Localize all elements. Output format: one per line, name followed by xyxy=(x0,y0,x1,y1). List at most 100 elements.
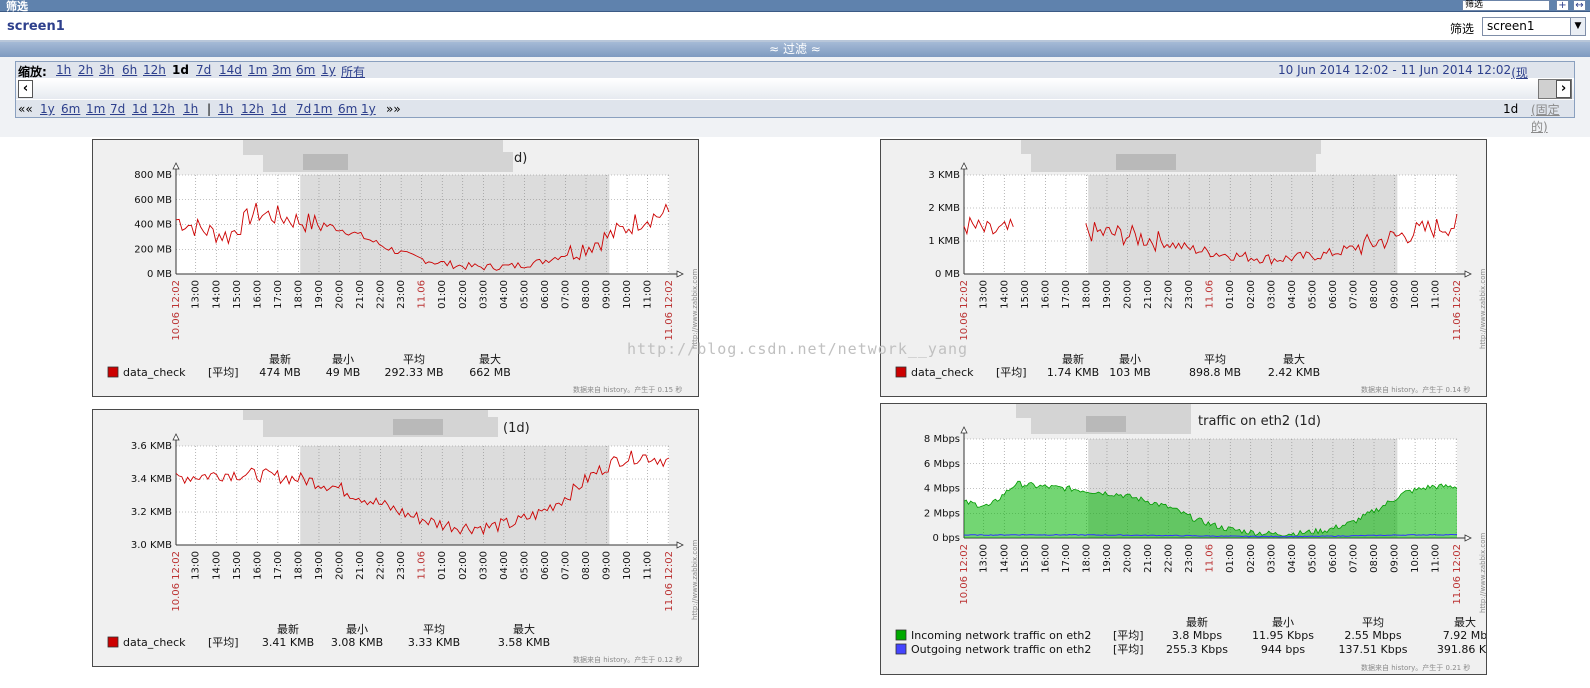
nav-link-15[interactable]: 1y xyxy=(361,102,376,116)
nav-link-7[interactable]: 1h xyxy=(183,102,199,116)
y-axis-arrow xyxy=(960,162,968,170)
zoom-link-1[interactable]: 2h xyxy=(78,63,94,77)
x-tick-label: 07:00 xyxy=(1348,544,1359,573)
y-tick-label: 1 KMB xyxy=(928,236,960,247)
screen-select[interactable]: screen1 ▼ xyxy=(1482,17,1586,36)
legend-header-last: 最新 xyxy=(269,352,291,366)
redacted-title-block xyxy=(393,419,443,435)
x-tick-label: 06:00 xyxy=(1328,280,1339,309)
zabbix-side-text: http://www.zabbix.com xyxy=(691,540,699,620)
x-tick-label: 19:00 xyxy=(1102,544,1113,573)
zoom-link-7[interactable]: 14d xyxy=(219,63,242,77)
graph-footer: 数据来自 history。产生于 0.14 秒 xyxy=(1361,385,1470,394)
legend-header-last: 最新 xyxy=(277,622,299,636)
x-tick-label: 20:00 xyxy=(1123,280,1134,309)
x-tick-label: 06:00 xyxy=(540,551,551,580)
nav-link-6[interactable]: 12h xyxy=(152,102,175,116)
legend-last: 3.41 KMB xyxy=(262,636,314,649)
zoom-link-8[interactable]: 1m xyxy=(248,63,268,77)
zoom-link-12[interactable]: 所有 xyxy=(341,65,366,79)
y-tick-label: 3.6 KMB xyxy=(131,441,172,452)
legend-min: 3.08 KMB xyxy=(331,636,383,649)
resize-icon[interactable]: ↔ xyxy=(1573,0,1586,11)
x-tick-label: 11.06 xyxy=(417,551,428,580)
nav-link-8: | xyxy=(207,102,212,116)
nav-link-5[interactable]: 1d xyxy=(132,102,148,116)
x-tick-label: 10:00 xyxy=(1410,544,1421,573)
x-tick-label: 04:00 xyxy=(1287,280,1298,309)
nav-link-2[interactable]: 6m xyxy=(61,102,81,116)
legend-header-avg: 平均 xyxy=(403,353,425,366)
zoom-link-10[interactable]: 6m xyxy=(296,63,316,77)
nav-link-4[interactable]: 7d xyxy=(110,102,126,116)
nav-link-11[interactable]: 1d xyxy=(271,102,287,116)
x-tick-label: 23:00 xyxy=(1184,544,1195,573)
legend-last: 3.8 Mbps xyxy=(1172,629,1222,642)
x-tick-label: 14:00 xyxy=(211,551,222,580)
graph-2: 3 KMB 2 KMB 1 KMB 0 MB 10.06 12:02 13:00 14:00… xyxy=(880,139,1487,397)
graph-title-suffix: (1d) xyxy=(503,421,530,436)
x-tick-label: 11:00 xyxy=(643,280,654,309)
page-title: screen1 xyxy=(7,19,65,34)
graph-3: (1d) 3.6 KMB 3.4 KMB 3.2 KMB 3.0 KMB 10.06 1… xyxy=(92,409,699,667)
timeline-scrollbar[interactable]: ‹ › xyxy=(16,79,1574,99)
blog-watermark: http://blog.csdn.net/network__yang xyxy=(627,340,969,358)
y-tick-label: 8 Mbps xyxy=(924,434,960,445)
x-tick-label: 20:00 xyxy=(335,551,346,580)
zoom-link-2[interactable]: 3h xyxy=(99,63,115,77)
scroll-right-icon[interactable]: › xyxy=(1556,80,1571,98)
y-tick-label: 3.4 KMB xyxy=(131,474,172,485)
zoom-link-9[interactable]: 3m xyxy=(272,63,292,77)
x-tick-label: 08:00 xyxy=(1369,280,1380,309)
legend-color-square xyxy=(107,366,119,378)
nav-link-13[interactable]: 1m xyxy=(313,102,333,116)
filter-toggle-bar[interactable]: ≈ 过滤 ≈ xyxy=(0,42,1590,57)
legend-series-name: Outgoing network traffic on eth2 xyxy=(911,643,1091,656)
zoom-link-11[interactable]: 1y xyxy=(321,63,336,77)
nav-link-1[interactable]: 1y xyxy=(40,102,55,116)
x-tick-label: 08:00 xyxy=(581,551,592,580)
redacted-title-block xyxy=(1086,416,1126,432)
y-tick-label: 0 MB xyxy=(147,269,172,280)
zoom-link-3[interactable]: 6h xyxy=(122,63,138,77)
y-tick-label: 200 MB xyxy=(134,244,172,255)
nav-link-3[interactable]: 1m xyxy=(86,102,106,116)
y-tick-label: 3 KMB xyxy=(928,170,960,181)
fixed-link[interactable]: (固定的) xyxy=(1531,103,1560,134)
x-tick-label: 10:00 xyxy=(1410,280,1421,309)
top-strip-select[interactable]: 筛选 xyxy=(1462,0,1550,11)
x-tick-label: 02:00 xyxy=(458,551,469,580)
nav-link-16: »» xyxy=(386,102,401,116)
legend-header-max: 最大 xyxy=(513,622,535,636)
legend-header-avg: 平均 xyxy=(1204,353,1226,366)
zoom-link-4[interactable]: 12h xyxy=(143,63,166,77)
series-line xyxy=(963,480,1458,537)
redacted-title-block xyxy=(1116,154,1176,170)
x-tick-label: 13:00 xyxy=(191,280,202,309)
nav-link-14[interactable]: 6m xyxy=(338,102,358,116)
x-tick-label: 10.06 12:02 xyxy=(171,280,182,341)
zabbix-side-text: http://www.zabbix.com xyxy=(1479,269,1487,349)
legend-series-name: data_check xyxy=(911,366,974,379)
nav-link-12[interactable]: 7d xyxy=(296,102,312,116)
x-tick-label: 11.06 xyxy=(417,280,428,309)
legend-avg: 3.33 KMB xyxy=(408,636,460,649)
nav-link-9[interactable]: 1h xyxy=(218,102,234,116)
legend-series-name: data_check xyxy=(123,366,186,379)
nav-link-10[interactable]: 12h xyxy=(241,102,264,116)
zoom-link-6[interactable]: 7d xyxy=(196,63,212,77)
plus-icon[interactable]: + xyxy=(1556,0,1569,11)
legend-header-min: 最小 xyxy=(332,353,354,366)
legend-header-min: 最小 xyxy=(346,623,368,636)
legend-color-square xyxy=(895,366,907,378)
x-tick-label: 09:00 xyxy=(602,280,613,309)
legend-min: 11.95 Kbps xyxy=(1252,629,1314,642)
zoom-label: 缩放: xyxy=(18,65,47,79)
x-tick-label: 18:00 xyxy=(1081,544,1092,573)
x-tick-label: 06:00 xyxy=(1328,544,1339,573)
legend-func: [平均] xyxy=(208,366,239,379)
scroll-left-icon[interactable]: ‹ xyxy=(18,80,33,98)
zoom-link-0[interactable]: 1h xyxy=(56,63,72,77)
zoom-link-5[interactable]: 1d xyxy=(172,63,189,77)
